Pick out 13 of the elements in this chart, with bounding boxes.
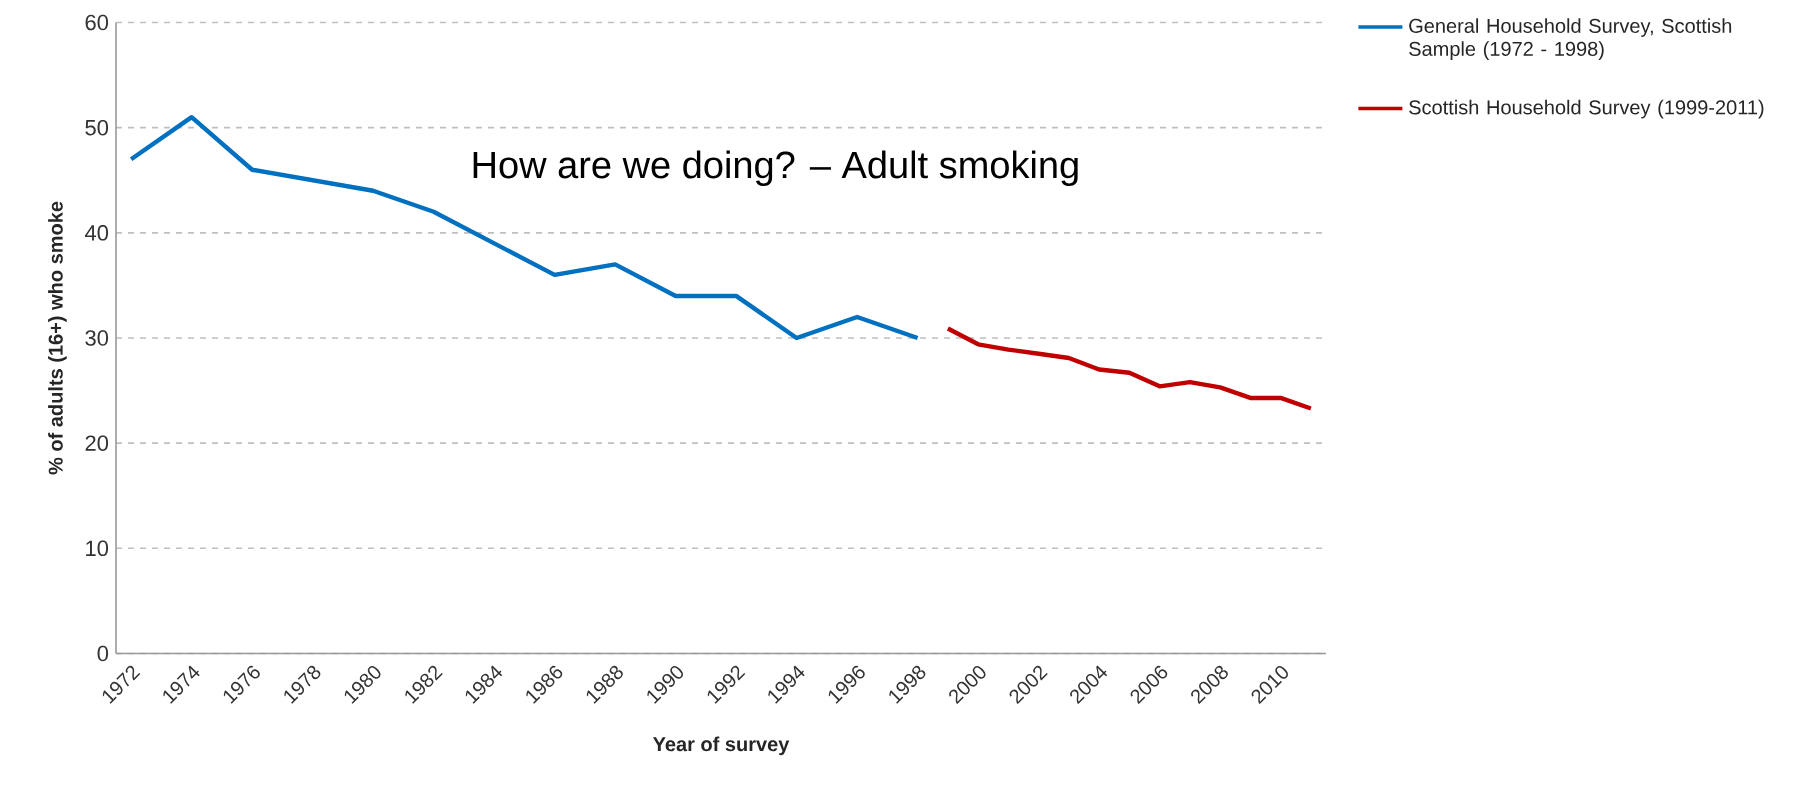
y-tick-label: 50 bbox=[85, 119, 109, 136]
y-tick-label: 60 bbox=[85, 14, 109, 31]
y-tick-label: 30 bbox=[85, 330, 109, 346]
y-tick-label: 10 bbox=[86, 540, 109, 557]
line-series bbox=[945, 326, 1314, 411]
legend-label: Scottish Household Survey (1999-2011) bbox=[1409, 99, 1764, 119]
x-axis-title: Year of survey bbox=[652, 736, 790, 756]
y-tick-label: 40 bbox=[84, 225, 109, 241]
y-tick-label: 20 bbox=[85, 435, 109, 451]
legend-label: General Household Survey, Scottish Sample (1972 - 1998) bbox=[1409, 18, 1732, 60]
y-axis-title: % of adults (16+) who smoke bbox=[48, 201, 67, 475]
text: How are we doing? – Adult smoking bbox=[473, 150, 1078, 186]
y-tick-label: 0 bbox=[97, 645, 109, 662]
